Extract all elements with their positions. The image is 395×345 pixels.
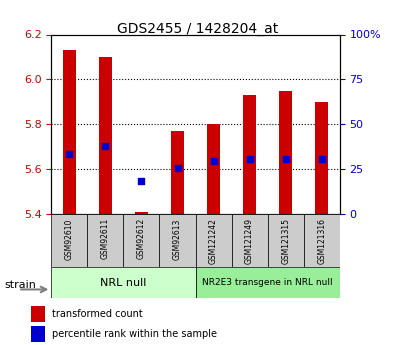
Bar (63, 50, 76, 214)
Point (246, 156, 253, 162)
Text: NRL null: NRL null (100, 278, 147, 288)
Text: GSM92613: GSM92613 (173, 218, 182, 259)
Bar (171, 131, 184, 214)
Bar (123, 214, 160, 267)
Bar (99, 57, 112, 214)
Bar (267, 214, 304, 267)
Bar (51, 214, 87, 267)
Point (138, 179, 145, 184)
Bar (87, 214, 123, 267)
Text: transformed count: transformed count (51, 309, 142, 319)
Bar (196, 267, 340, 298)
Text: GSM121249: GSM121249 (245, 218, 254, 264)
Point (174, 165, 181, 171)
Bar (31, 326, 45, 342)
Bar (196, 214, 231, 267)
Bar (207, 124, 220, 214)
Text: GSM92611: GSM92611 (101, 218, 110, 259)
Text: GSM92610: GSM92610 (65, 218, 74, 259)
Bar (279, 90, 292, 214)
Point (102, 143, 109, 148)
Text: NR2E3 transgene in NRL null: NR2E3 transgene in NRL null (202, 278, 333, 287)
Bar (243, 95, 256, 214)
Point (211, 158, 217, 164)
Bar (160, 214, 196, 267)
Bar (31, 306, 45, 322)
Text: strain: strain (4, 280, 36, 289)
Point (282, 156, 289, 162)
Text: percentile rank within the sample: percentile rank within the sample (51, 329, 216, 339)
Text: GSM121316: GSM121316 (317, 218, 326, 264)
Text: GSM121315: GSM121315 (281, 218, 290, 264)
Bar (231, 214, 267, 267)
Text: GSM92612: GSM92612 (137, 218, 146, 259)
Text: GDS2455 / 1428204_at: GDS2455 / 1428204_at (117, 22, 278, 37)
Text: GSM121242: GSM121242 (209, 218, 218, 264)
Point (318, 156, 325, 162)
Bar (315, 102, 328, 214)
Bar (304, 214, 340, 267)
Bar (135, 211, 148, 214)
Point (66, 152, 73, 157)
Bar (51, 267, 196, 298)
